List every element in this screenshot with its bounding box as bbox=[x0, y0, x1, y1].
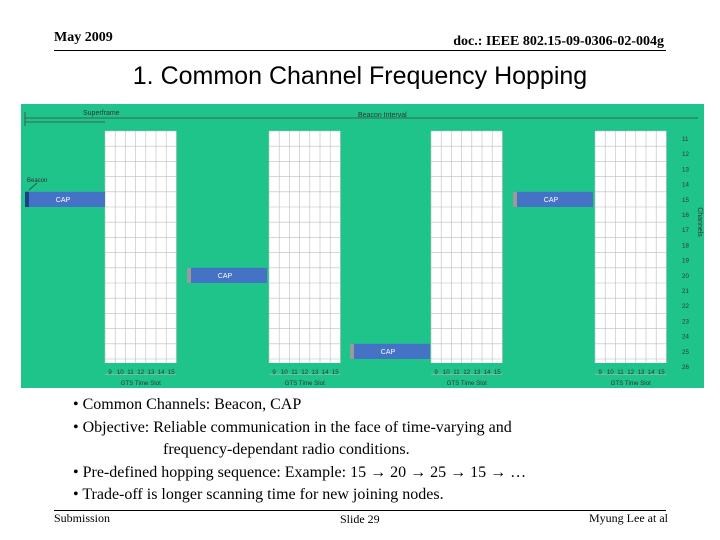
channel-number: 21 bbox=[682, 288, 689, 295]
gts-time-slot-label: GTS Time Slot bbox=[121, 380, 162, 387]
gts-slot-number: 15 bbox=[494, 369, 501, 376]
cap-bar bbox=[25, 191, 105, 207]
header-rule bbox=[54, 50, 666, 51]
footer-authors: Myung Lee at al bbox=[589, 511, 668, 525]
gts-slot-number: 9 bbox=[272, 369, 276, 376]
gts-slot-number: 9 bbox=[108, 369, 112, 376]
channel-number: 11 bbox=[682, 136, 689, 143]
channel-number: 13 bbox=[682, 166, 689, 173]
gts-slot-number: 10 bbox=[443, 369, 450, 376]
gts-slot-number: 11 bbox=[617, 369, 624, 376]
channel-number: 25 bbox=[682, 349, 689, 356]
channel-number: 23 bbox=[682, 318, 689, 325]
channel-number: 15 bbox=[682, 197, 689, 204]
channel-number: 24 bbox=[682, 334, 689, 341]
cap-bar bbox=[513, 191, 593, 207]
cap-label: CAP bbox=[381, 349, 396, 356]
gts-slot-number: 10 bbox=[607, 369, 614, 376]
channel-number: 17 bbox=[682, 227, 689, 234]
footer-rule bbox=[54, 510, 666, 511]
cap-label: CAP bbox=[56, 197, 71, 204]
bullet-trade-off: • Trade-off is longer scanning time for … bbox=[73, 486, 444, 503]
bullet-list: • Common Channels: Beacon, CAP • Objecti… bbox=[73, 394, 526, 507]
gts-grid-block bbox=[431, 131, 503, 363]
gts-slot-number: 11 bbox=[291, 369, 298, 376]
beacon-pointer bbox=[28, 182, 38, 191]
bullet-common-channels: • Common Channels: Beacon, CAP bbox=[73, 396, 302, 413]
channel-number: 19 bbox=[682, 258, 689, 265]
gts-slot-number: 14 bbox=[158, 369, 165, 376]
channel-number: 12 bbox=[682, 151, 689, 158]
gts-slot-number: 12 bbox=[301, 369, 308, 376]
footer-slide-number: Slide 29 bbox=[340, 512, 380, 526]
gts-slot-number: 13 bbox=[637, 369, 644, 376]
gts-slot-number: 14 bbox=[322, 369, 329, 376]
beacon-slot-marker bbox=[25, 191, 29, 207]
channel-number: 20 bbox=[682, 273, 689, 280]
gts-slot-number: 13 bbox=[473, 369, 480, 376]
gts-slot-number: 15 bbox=[658, 369, 665, 376]
gts-slot-number: 10 bbox=[117, 369, 124, 376]
cap-bar bbox=[350, 343, 430, 359]
beacon-label: Beacon bbox=[27, 178, 47, 184]
gts-slot-number: 12 bbox=[463, 369, 470, 376]
gts-slot-number: 13 bbox=[147, 369, 154, 376]
gts-time-slot-label: GTS Time Slot bbox=[611, 380, 652, 387]
gts-slot-number: 14 bbox=[648, 369, 655, 376]
gts-slot-number: 15 bbox=[332, 369, 339, 376]
beacon-slot-marker bbox=[187, 267, 191, 283]
channel-number: 14 bbox=[682, 182, 689, 189]
header-document-id: doc.: IEEE 802.15-09-0306-02-004g bbox=[453, 34, 664, 49]
bullet-objective: • Objective: Reliable communication in t… bbox=[73, 418, 512, 436]
beacon-slot-marker bbox=[350, 343, 354, 359]
gts-grid-block bbox=[269, 131, 341, 363]
gts-slot-number: 11 bbox=[127, 369, 134, 376]
channel-number: 16 bbox=[682, 212, 689, 219]
header-date: May 2009 bbox=[54, 30, 113, 45]
channel-number: 26 bbox=[682, 364, 689, 371]
footer-submission: Submission bbox=[54, 511, 111, 525]
gts-slot-number: 9 bbox=[434, 369, 438, 376]
channel-number: 22 bbox=[682, 303, 689, 310]
beacon-slot-marker bbox=[513, 191, 517, 207]
gts-slot-number: 12 bbox=[627, 369, 634, 376]
gts-grid-block bbox=[105, 131, 177, 363]
beacon-interval-label: Beacon Interval bbox=[358, 112, 407, 119]
slide-title: 1. Common Channel Frequency Hopping bbox=[132, 62, 588, 90]
cap-label: CAP bbox=[544, 197, 559, 204]
gts-slot-number: 10 bbox=[281, 369, 288, 376]
gts-slot-number: 13 bbox=[311, 369, 318, 376]
gts-time-slot-label: GTS Time Slot bbox=[285, 380, 326, 387]
gts-slot-number: 9 bbox=[598, 369, 602, 376]
cap-bar bbox=[187, 267, 267, 283]
superframe-label: Superframe bbox=[83, 110, 120, 117]
gts-slot-number: 11 bbox=[453, 369, 460, 376]
gts-slot-number: 14 bbox=[484, 369, 491, 376]
gts-grid-block bbox=[595, 131, 667, 363]
gts-slot-number: 15 bbox=[168, 369, 175, 376]
gts-slot-number: 12 bbox=[137, 369, 144, 376]
cap-label: CAP bbox=[218, 273, 233, 280]
gts-time-slot-label: GTS Time Slot bbox=[447, 380, 488, 387]
channel-number: 18 bbox=[682, 242, 689, 249]
bullet-objective-continued: frequency-dependant radio conditions. bbox=[163, 441, 410, 458]
bullet-hopping-sequence: • Pre-defined hopping sequence: Example:… bbox=[73, 463, 527, 481]
channels-axis-label: Channels bbox=[696, 207, 703, 237]
